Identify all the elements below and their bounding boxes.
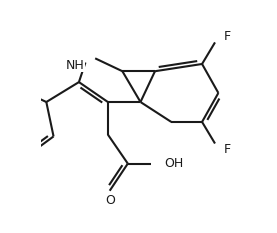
Text: F: F — [224, 30, 231, 43]
Text: OH: OH — [164, 157, 183, 170]
Text: F: F — [224, 143, 231, 156]
Text: NH: NH — [66, 58, 84, 72]
Text: O: O — [105, 194, 115, 207]
